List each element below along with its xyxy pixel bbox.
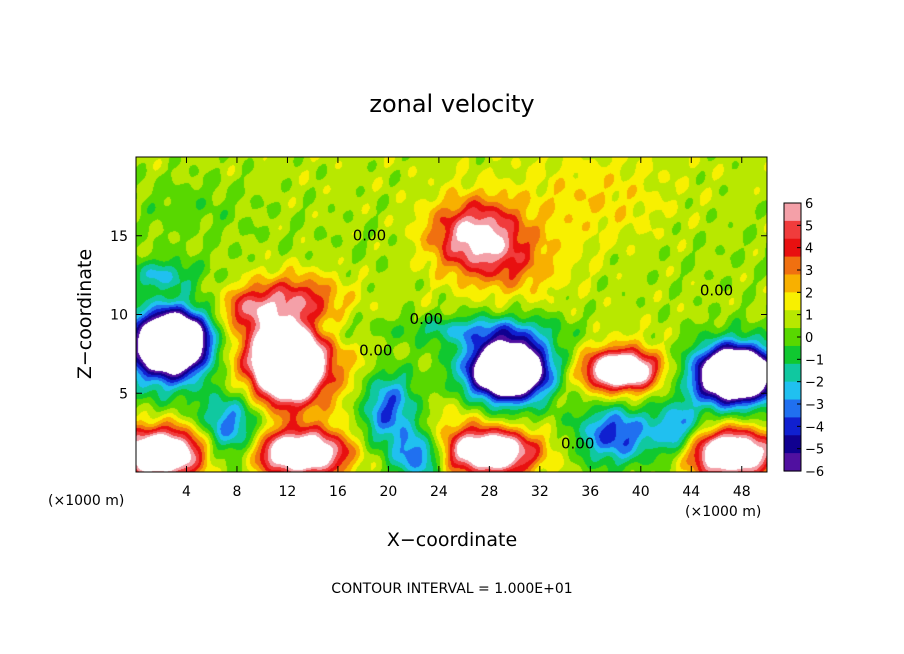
x-tick-label: 48 (733, 484, 751, 500)
colorbar-cell (784, 399, 801, 418)
colorbar-tick-label: 5 (805, 219, 813, 234)
x-tick-label: 44 (682, 484, 700, 500)
x-axis-ticks: 4 8 12 16 20 24 28 32 36 40 44 48 (182, 157, 751, 500)
x-unit-label-right: (×1000 m) (685, 504, 761, 520)
colorbar-cell (784, 274, 801, 293)
x-tick-label: 36 (581, 484, 599, 500)
y-tick-label: 10 (110, 308, 128, 324)
heatmap-field (136, 157, 767, 472)
colorbar-tick-label: −3 (805, 398, 824, 413)
colorbar-cell (784, 381, 801, 401)
y-axis-ticks: 5 10 15 (110, 229, 767, 402)
chart-title: zonal velocity (369, 90, 534, 118)
colorbar-tick-label: 1 (805, 309, 813, 324)
colorbar-tick-label: −1 (805, 353, 824, 368)
x-tick-label: 12 (279, 484, 297, 500)
colorbar-cell (784, 363, 801, 383)
colorbar-cell (784, 238, 801, 258)
y-tick-label: 15 (110, 229, 128, 245)
contour-label: 0.00 (359, 341, 392, 359)
contour-label: 0.00 (700, 282, 733, 300)
colorbar-cell (784, 203, 801, 222)
plot-area: 0.00 0.00 0.00 0.00 0.00 (135, 156, 768, 473)
contour-label: 0.00 (353, 226, 386, 244)
x-tick-label: 32 (531, 484, 549, 500)
x-tick-label: 4 (182, 484, 191, 500)
x-axis-label: X−coordinate (387, 529, 517, 551)
colorbar-cell (784, 417, 801, 436)
colorbar-cells (784, 203, 801, 472)
y-axis-label: Z−coordinate (74, 249, 96, 379)
colorbar-cell (784, 220, 801, 240)
colorbar-tick-label: −6 (805, 465, 824, 480)
colorbar-tick-label: 0 (805, 331, 813, 346)
contour-label: 0.00 (561, 434, 594, 452)
x-tick-label: 8 (232, 484, 241, 500)
contour-interval-note: CONTOUR INTERVAL = 1.000E+01 (331, 581, 572, 597)
colorbar-tick-label: 4 (805, 242, 813, 257)
colorbar-cell (784, 310, 801, 329)
colorbar-cell (784, 256, 801, 276)
colorbar-cell (784, 292, 801, 311)
x-tick-label: 28 (480, 484, 498, 500)
x-unit-label-left: (×1000 m) (48, 493, 124, 509)
colorbar-tick-label: 3 (805, 264, 813, 279)
y-tick-label: 5 (119, 386, 128, 402)
colorbar: 6 5 4 3 2 1 0 −1 −2 −3 −4 −5 −6 (783, 197, 824, 480)
colorbar-tick-label: 2 (805, 286, 813, 301)
x-tick-label: 16 (329, 484, 347, 500)
colorbar-tick-label: −5 (805, 443, 824, 458)
colorbar-cell (784, 328, 801, 347)
colorbar-tick-label: −4 (805, 420, 824, 435)
x-tick-label: 20 (379, 484, 397, 500)
x-tick-label: 24 (430, 484, 448, 500)
colorbar-tick-label: 6 (805, 197, 813, 212)
colorbar-cell (784, 435, 801, 454)
x-tick-label: 40 (632, 484, 650, 500)
colorbar-ticks: 6 5 4 3 2 1 0 −1 −2 −3 −4 −5 −6 (797, 197, 824, 480)
colorbar-cell (784, 345, 801, 365)
contour-labels: 0.00 0.00 0.00 0.00 0.00 (353, 226, 733, 452)
colorbar-tick-label: −2 (805, 376, 824, 391)
contour-label: 0.00 (410, 310, 443, 328)
colorbar-cell (784, 453, 801, 472)
